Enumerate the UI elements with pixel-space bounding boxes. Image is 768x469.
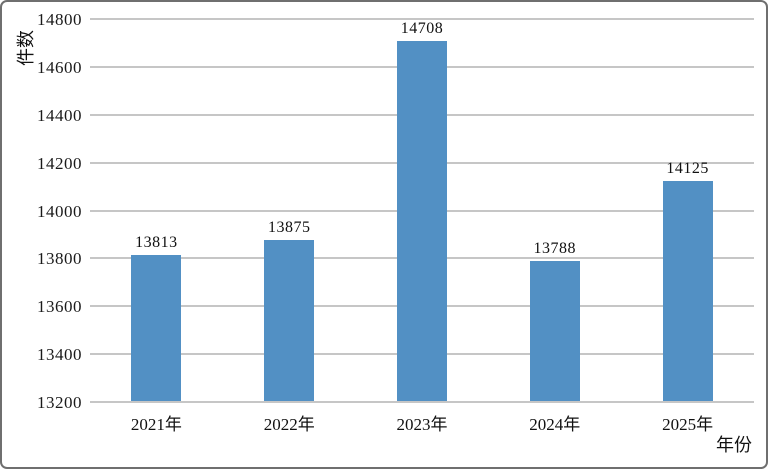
x-axis-title: 年份: [716, 435, 752, 455]
gridline: [90, 401, 754, 403]
bar-2021年: [131, 255, 182, 401]
x-tick-label: 2022年: [263, 415, 315, 434]
y-tick-label: 14200: [37, 153, 82, 173]
y-tick-label: 13800: [37, 249, 82, 269]
y-tick-label: 13600: [37, 297, 82, 317]
bar-2025年: [662, 180, 713, 401]
y-tick-label: 13400: [37, 345, 82, 365]
bar-2024年: [529, 261, 580, 401]
bar-value-label: 14125: [666, 159, 709, 177]
gridline: [90, 18, 754, 20]
bar-value-label: 13788: [533, 240, 577, 258]
bar-value-label: 13813: [135, 234, 178, 252]
bar-value-label: 14708: [400, 20, 444, 38]
y-tick-label: 14600: [37, 57, 82, 77]
y-tick-label: 14400: [37, 105, 82, 125]
y-tick-label: 13200: [37, 393, 82, 412]
plot-area: [90, 18, 754, 403]
x-tick-label: 2023年: [396, 415, 448, 434]
bar-2022年: [264, 240, 315, 401]
bar-2023年: [397, 41, 447, 401]
y-axis-title: 件数: [16, 30, 36, 66]
x-tick-label: 2021年: [130, 415, 182, 434]
x-tick-label: 2025年: [662, 415, 714, 434]
bar-value-label: 13875: [267, 219, 311, 237]
y-tick-label: 14000: [37, 201, 82, 221]
x-tick-label: 2024年: [529, 415, 581, 434]
y-tick-label: 14800: [37, 10, 82, 29]
